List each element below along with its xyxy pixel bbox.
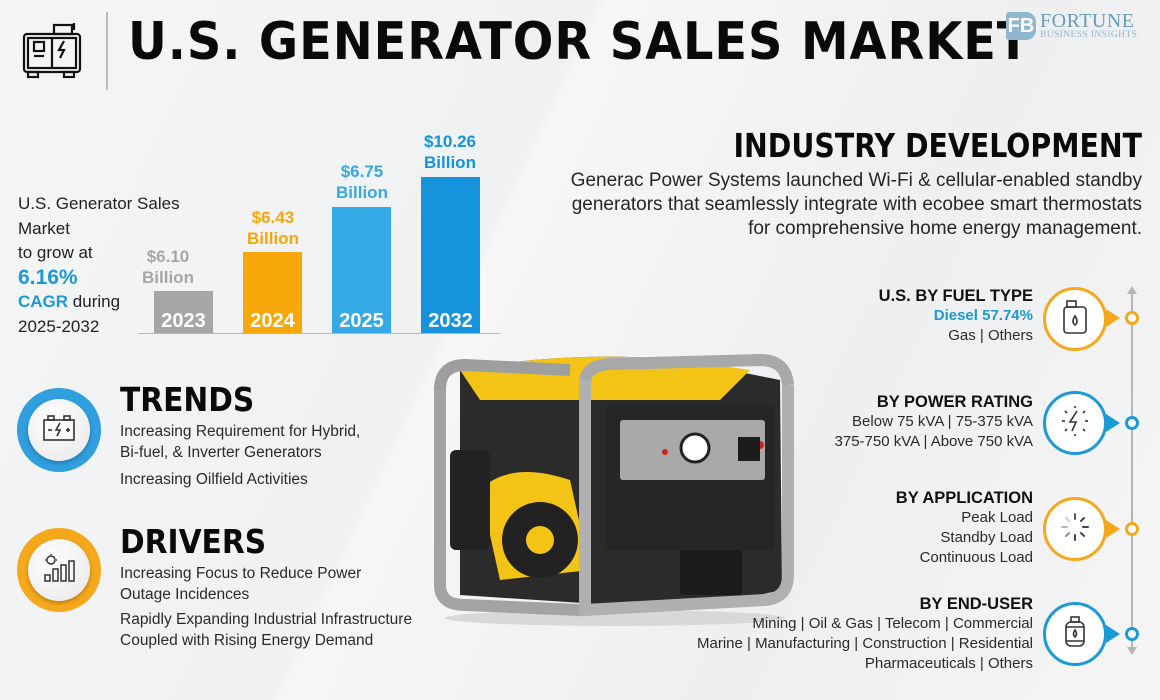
- end-user-timeline-dot: [1125, 627, 1139, 641]
- trend-item: Increasing Oilfield Activities: [120, 471, 308, 488]
- cagr-label: CAGR: [18, 292, 69, 311]
- segment-line: 375-750 kVA | Above 750 kVA: [834, 433, 1033, 450]
- cagr-rate: 6.16%: [18, 265, 78, 289]
- application-pin: [1043, 497, 1107, 561]
- drivers-heading: DRIVERS: [120, 522, 267, 561]
- segment-line: Gas | Others: [948, 327, 1033, 344]
- cagr-period: 2025-2032: [18, 316, 100, 336]
- bar-2024: 2024: [243, 252, 302, 333]
- logo-line2: BUSINESS INSIGHTS: [1040, 30, 1138, 40]
- fuel-pin: [1043, 287, 1107, 351]
- segment-end-user: BY END-USER Mining | Oil & Gas | Telecom…: [697, 595, 1033, 674]
- application-timeline-dot: [1125, 522, 1139, 536]
- timeline-arrow-down-icon: [1127, 647, 1137, 655]
- bar-2032: 2032: [421, 177, 480, 333]
- fuel-pin-pointer: [1106, 309, 1120, 327]
- bar-year-2023: 2023: [161, 310, 206, 332]
- bar-value-2023: $6.10 Billion: [142, 247, 194, 287]
- brand-logo: FB FORTUNE BUSINESS INSIGHTS: [1006, 10, 1138, 40]
- driver-item: Rapidly Expanding Industrial Infrastruct…: [120, 611, 413, 628]
- drivers-section: DRIVERS Increasing Focus to Reduce Power…: [120, 522, 412, 651]
- timeline-arrow-up-icon: [1127, 286, 1137, 294]
- page-title: U.S. GENERATOR SALES MARKET: [128, 12, 1031, 72]
- trends-icon-circle: [17, 388, 101, 472]
- bar-value-2032: $10.26 Billion: [424, 132, 476, 172]
- segment-line: Standby Load: [940, 529, 1033, 546]
- driver-item: Increasing Focus to Reduce Power: [120, 565, 362, 582]
- timeline-line: [1131, 290, 1133, 648]
- battery-icon: [42, 414, 76, 447]
- segment-heading: BY POWER RATING: [876, 393, 1033, 411]
- cagr-line3: to grow at: [18, 243, 93, 262]
- end-user-pin-pointer: [1106, 625, 1120, 643]
- cagr-during: during: [68, 292, 121, 311]
- trends-section: TRENDS Increasing Requirement for Hybrid…: [120, 380, 360, 490]
- cagr-line2: Market: [18, 218, 70, 238]
- segment-fuel-type: U.S. BY FUEL TYPE Diesel 57.74% Gas | Ot…: [879, 287, 1033, 346]
- segment-line: Pharmaceuticals | Others: [864, 655, 1033, 672]
- lightning-icon: [1059, 405, 1091, 442]
- idea-growth-icon: [42, 553, 76, 588]
- segment-power-rating: BY POWER RATING Below 75 kVA | 75-375 kV…: [835, 393, 1033, 452]
- drivers-icon-circle: [17, 528, 101, 612]
- power-timeline-dot: [1125, 416, 1139, 430]
- logo-line1: FORTUNE: [1040, 10, 1135, 32]
- segment-line: Marine | Manufacturing | Construction | …: [696, 635, 1033, 652]
- bar-value-2025: $6.75 Billion: [336, 162, 388, 202]
- industry-description: Generac Power Systems launched Wi-Fi & c…: [570, 170, 1142, 239]
- driver-item: Coupled with Rising Energy Demand: [120, 632, 374, 649]
- trend-item: Bi-fuel, & Inverter Generators: [120, 444, 322, 461]
- bar-year-2025: 2025: [339, 310, 384, 332]
- header-divider: [106, 12, 108, 90]
- bar-year-2024: 2024: [250, 310, 295, 332]
- generator-image: [420, 340, 800, 630]
- driver-item: Outage Incidences: [120, 586, 250, 603]
- cagr-line1: U.S. Generator Sales: [18, 194, 180, 213]
- segment-heading: U.S. BY FUEL TYPE: [878, 287, 1033, 305]
- fuel-can-icon: [1061, 299, 1089, 340]
- segment-line: Mining | Oil & Gas | Telecom | Commercia…: [752, 615, 1033, 632]
- x-axis-line: [138, 333, 500, 334]
- segment-highlight: Diesel 57.74%: [933, 307, 1033, 324]
- bar-2023: 2023: [154, 291, 213, 333]
- cagr-summary: U.S. Generator Sales Market to grow at 6…: [18, 192, 180, 339]
- generator-icon: [20, 22, 82, 80]
- segment-heading: BY APPLICATION: [895, 489, 1033, 507]
- segment-heading: BY END-USER: [919, 595, 1033, 613]
- trend-item: Increasing Requirement for Hybrid,: [120, 423, 361, 440]
- segment-line: Peak Load: [961, 509, 1033, 526]
- power-pin: [1043, 391, 1107, 455]
- fuel-timeline-dot: [1125, 311, 1139, 325]
- loading-icon: [1060, 512, 1090, 547]
- bar-value-2024: $6.43 Billion: [247, 208, 299, 248]
- end-user-pin: [1043, 602, 1107, 666]
- gas-cylinder-icon: [1063, 615, 1087, 654]
- bar-2025: 2025: [332, 207, 391, 333]
- fb-logo-icon: FB: [1006, 12, 1036, 40]
- segment-application: BY APPLICATION Peak Load Standby Load Co…: [896, 489, 1033, 568]
- bar-year-2032: 2032: [428, 310, 473, 332]
- application-pin-pointer: [1106, 520, 1120, 538]
- industry-heading: INDUSTRY DEVELOPMENT: [733, 126, 1142, 165]
- market-bar-chart: $6.10 Billion 2023 $6.43 Billion 2024 $6.7…: [138, 120, 500, 334]
- power-pin-pointer: [1106, 414, 1120, 432]
- segment-line: Continuous Load: [919, 549, 1033, 566]
- trends-heading: TRENDS: [120, 380, 255, 419]
- segment-line: Below 75 kVA | 75-375 kVA: [852, 413, 1033, 430]
